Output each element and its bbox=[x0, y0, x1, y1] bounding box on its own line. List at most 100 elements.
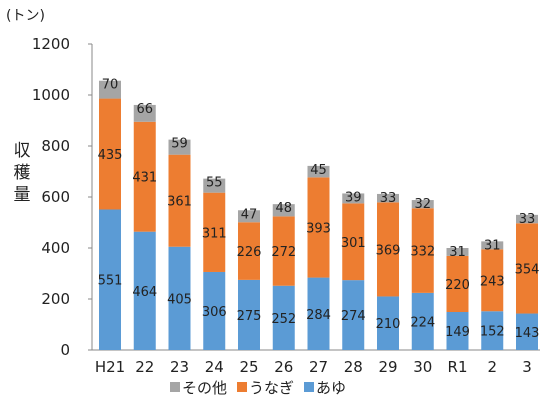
data-label: 354 bbox=[515, 262, 540, 277]
legend-swatch bbox=[170, 382, 180, 392]
y-tick-label: 0 bbox=[60, 341, 70, 359]
bar-segment-unagi bbox=[342, 203, 365, 281]
bar-segment-other bbox=[481, 241, 504, 250]
data-label: 301 bbox=[341, 236, 366, 251]
data-label: 152 bbox=[480, 325, 505, 340]
bar-segment-ayu bbox=[377, 296, 399, 350]
y-axis-title-char: 穫 bbox=[14, 163, 31, 183]
data-label: 393 bbox=[306, 221, 331, 236]
x-tick-label: 25 bbox=[239, 358, 258, 376]
data-label: 66 bbox=[136, 102, 153, 117]
data-label: 220 bbox=[445, 278, 470, 293]
data-label: 243 bbox=[480, 274, 505, 289]
bar-segment-unagi bbox=[99, 98, 121, 210]
legend-swatch bbox=[304, 382, 314, 392]
data-label: 226 bbox=[237, 245, 262, 260]
bar-segment-ayu bbox=[481, 311, 504, 350]
bar-segment-ayu bbox=[411, 292, 434, 350]
data-label: 275 bbox=[237, 309, 262, 324]
bar-segment-ayu bbox=[133, 231, 156, 350]
data-label: 464 bbox=[132, 285, 157, 300]
data-label: 431 bbox=[132, 171, 157, 186]
bars-layer bbox=[99, 80, 538, 350]
legend-label: その他 bbox=[182, 379, 227, 397]
bar-segment-ayu bbox=[99, 209, 121, 350]
x-tick-label: 28 bbox=[344, 358, 363, 376]
bar-segment-other bbox=[342, 193, 365, 204]
data-label: 210 bbox=[376, 317, 401, 332]
data-labels-layer: 551 435 70 464 431 66 405 361 59 306 311 55 275 226 47… bbox=[98, 78, 540, 341]
data-label: 143 bbox=[515, 326, 540, 341]
data-label: 361 bbox=[167, 195, 192, 210]
data-label: 33 bbox=[519, 212, 536, 227]
bar-segment-unagi bbox=[133, 121, 156, 232]
legend-swatch bbox=[237, 382, 247, 392]
x-tick-label: 27 bbox=[309, 358, 328, 376]
data-label: 551 bbox=[98, 274, 123, 289]
data-label: 32 bbox=[414, 197, 431, 212]
y-tick-label: 200 bbox=[41, 290, 70, 308]
bar-segment-ayu bbox=[203, 271, 226, 350]
bar-segment-unagi bbox=[446, 255, 469, 313]
bar-segment-unagi bbox=[307, 177, 330, 278]
data-label: 274 bbox=[341, 309, 366, 324]
y-axis-title-char: 量 bbox=[14, 185, 31, 205]
y-tick-label: 600 bbox=[41, 188, 70, 206]
data-label: 332 bbox=[410, 245, 435, 260]
data-label: 252 bbox=[271, 312, 296, 327]
bar-segment-ayu bbox=[446, 312, 469, 350]
y-tick-label: 1000 bbox=[32, 86, 70, 104]
x-tick-label: R1 bbox=[448, 358, 468, 376]
bar-segment-ayu bbox=[238, 279, 260, 350]
bar-segment-ayu bbox=[516, 313, 538, 350]
data-label: 405 bbox=[167, 292, 192, 307]
y-axis-title-char: 収 bbox=[14, 141, 31, 161]
bar-segment-other bbox=[272, 204, 295, 217]
x-tick-label: 24 bbox=[205, 358, 224, 376]
data-label: 70 bbox=[102, 78, 119, 93]
x-tick-label: 2 bbox=[487, 358, 497, 376]
bar-segment-unagi bbox=[238, 222, 260, 280]
bar-segment-other bbox=[203, 178, 226, 193]
bar-segment-other bbox=[516, 214, 538, 224]
bar-segment-unagi bbox=[168, 154, 191, 247]
x-tick-label: 30 bbox=[413, 358, 432, 376]
bar-segment-unagi bbox=[411, 208, 434, 293]
data-label: 272 bbox=[271, 245, 296, 260]
x-tick-label: 29 bbox=[378, 358, 397, 376]
bar-segment-other bbox=[411, 200, 434, 209]
bar-segment-ayu bbox=[342, 280, 365, 350]
data-label: 48 bbox=[275, 201, 292, 216]
legend-label: うなぎ bbox=[249, 379, 294, 397]
legend: その他 うなぎ あゆ bbox=[170, 379, 346, 397]
x-tick-label: 3 bbox=[522, 358, 532, 376]
data-label: 149 bbox=[445, 325, 470, 340]
bar-segment-ayu bbox=[168, 246, 191, 350]
data-label: 33 bbox=[380, 191, 397, 206]
bar-segment-other bbox=[446, 248, 469, 256]
data-label: 59 bbox=[171, 137, 188, 152]
data-label: 31 bbox=[449, 245, 466, 260]
data-label: 224 bbox=[410, 315, 435, 330]
bar-segment-other bbox=[238, 210, 260, 223]
bar-segment-other bbox=[133, 104, 156, 122]
bar-segment-ayu bbox=[272, 285, 295, 350]
data-label: 47 bbox=[241, 207, 258, 222]
y-tick-label: 400 bbox=[41, 239, 70, 257]
data-label: 311 bbox=[202, 226, 227, 241]
x-tick-label: 22 bbox=[135, 358, 154, 376]
bar-segment-ayu bbox=[307, 277, 330, 350]
bar-segment-unagi bbox=[272, 216, 295, 286]
bar-segment-unagi bbox=[516, 223, 538, 314]
data-label: 284 bbox=[306, 308, 331, 323]
bar-segment-other bbox=[307, 165, 330, 178]
bar-segment-other bbox=[377, 193, 399, 203]
bar-segment-unagi bbox=[481, 249, 504, 312]
data-label: 45 bbox=[310, 163, 327, 178]
bar-segment-unagi bbox=[203, 192, 226, 272]
x-tick-label: 23 bbox=[170, 358, 189, 376]
y-tick-label: 1200 bbox=[32, 35, 70, 53]
bar-segment-other bbox=[168, 139, 191, 155]
